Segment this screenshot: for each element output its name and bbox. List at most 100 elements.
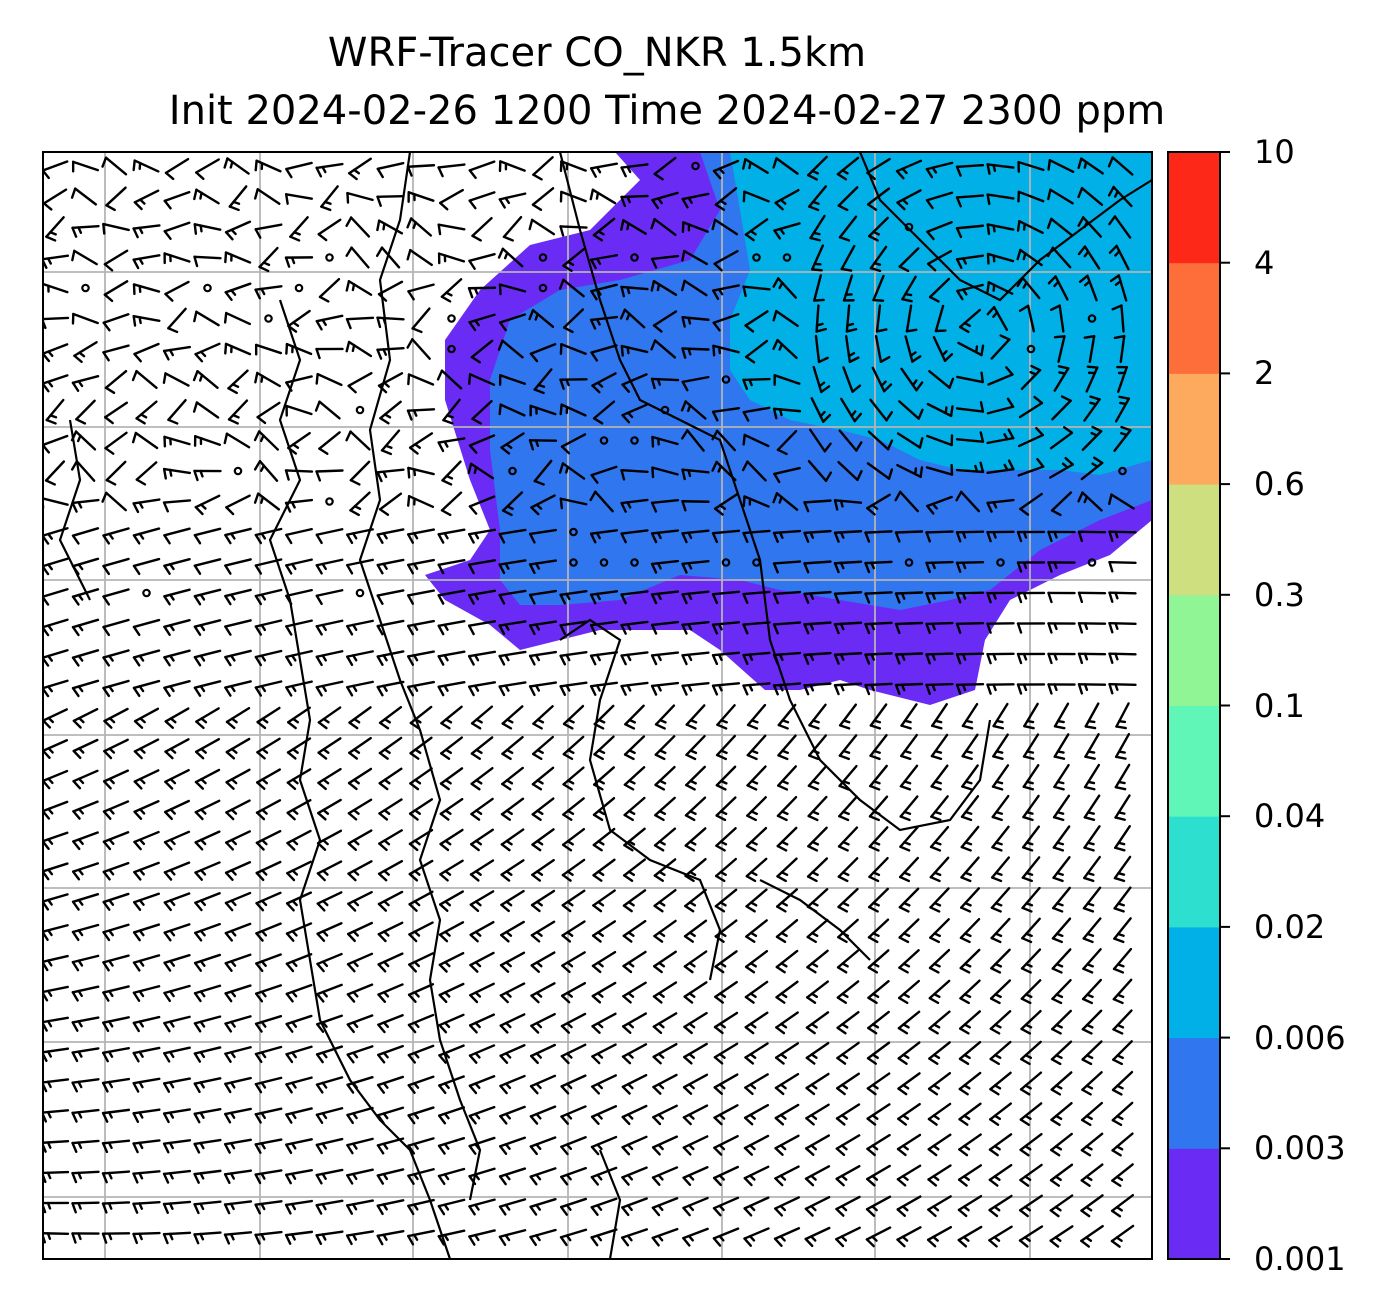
wind-barb [1047, 683, 1076, 695]
wind-barb [590, 1166, 618, 1186]
wind-barb [132, 649, 161, 667]
wind-barb [833, 682, 863, 696]
wind-barb [590, 1197, 618, 1216]
wind-barb [163, 953, 191, 972]
wind-barb [866, 1041, 891, 1065]
wind-barb [346, 619, 374, 636]
wind-barb [498, 589, 527, 605]
wind-barb [224, 891, 252, 912]
wind-barb [712, 1227, 740, 1247]
wind-barb [651, 191, 679, 210]
tracer-plume [425, 152, 1152, 705]
wind-barb [926, 402, 954, 418]
wind-barb [286, 829, 312, 851]
wind-barb [227, 399, 249, 425]
wind-barb [592, 858, 616, 882]
wind-barb [1077, 622, 1107, 634]
wind-barb [285, 922, 313, 942]
wind-barb [71, 649, 100, 667]
wind-barb [347, 798, 373, 821]
wind-barb [925, 161, 954, 179]
wind-barb [833, 499, 863, 511]
wind-barb [955, 561, 985, 573]
wind-barb [254, 1014, 283, 1033]
wind-barb [743, 1134, 770, 1156]
wind-barb [43, 374, 69, 393]
map-title-line-1: WRF-Tracer CO_NKR 1.5km [327, 30, 867, 76]
wind-barb [623, 766, 646, 791]
wind-barb [1052, 886, 1071, 913]
wind-barb [590, 283, 618, 301]
wind-barb [1019, 1132, 1043, 1157]
wind-barb [71, 1201, 100, 1214]
wind-barb [407, 1168, 435, 1185]
wind-barb [711, 651, 741, 666]
wind-barb [559, 497, 588, 510]
wind-barb [1077, 186, 1104, 207]
wind-barb [254, 1076, 283, 1094]
wind-barb [776, 429, 798, 456]
coast-segment [858, 152, 1152, 302]
wind-barb [804, 1165, 831, 1187]
wind-barb [347, 829, 373, 851]
wind-barb [70, 460, 96, 482]
wind-barb [620, 194, 649, 208]
wind-barb [811, 244, 824, 272]
wind-barb [102, 344, 130, 362]
wind-barb [958, 308, 982, 334]
wind-barb [653, 950, 677, 974]
wind-barb [837, 186, 859, 212]
wind-barb [746, 796, 767, 822]
wind-barb [894, 621, 924, 635]
wind-barb [559, 620, 588, 636]
wind-barb [346, 983, 374, 1003]
wind-barb [1077, 683, 1107, 695]
wind-barb [469, 859, 495, 882]
wind-barb [528, 218, 556, 236]
wind-barb [497, 339, 524, 359]
wind-barb [499, 1105, 526, 1125]
wind-barb [742, 529, 771, 544]
wind-barb [957, 1194, 983, 1218]
wind-barb [930, 764, 949, 791]
wind-barb [960, 795, 980, 822]
wind-barb [772, 651, 802, 665]
wind-barb [560, 433, 587, 455]
wind-barb [1077, 216, 1102, 238]
wind-barb [132, 557, 161, 576]
wind-barb [407, 1013, 435, 1034]
wind-barb [745, 919, 768, 943]
wind-barb [1017, 160, 1045, 173]
wind-barb [591, 1012, 617, 1034]
wind-barb [896, 1226, 922, 1248]
wind-barb [498, 650, 527, 666]
wind-barb [317, 706, 342, 730]
wind-barb [284, 498, 314, 513]
wind-barb [1109, 274, 1128, 302]
wind-barb [468, 313, 496, 332]
wind-barb [934, 304, 947, 333]
colorbar-segment [1168, 594, 1220, 706]
wind-barb [406, 164, 436, 177]
wind-barb [224, 1107, 252, 1124]
wind-barb [378, 492, 403, 516]
wind-barb [285, 953, 313, 973]
wind-barb [957, 1225, 983, 1248]
wind-barb [955, 164, 985, 177]
wind-barb [376, 195, 405, 207]
wind-barb [986, 163, 1015, 175]
wind-barb [528, 439, 558, 451]
wind-barb [1081, 1040, 1103, 1066]
wind-barb [102, 618, 130, 637]
wind-barb [650, 254, 680, 269]
wind-barb [135, 461, 158, 486]
wind-barb [685, 765, 706, 791]
wind-barb [1016, 652, 1046, 665]
wind-barb [73, 341, 98, 364]
wind-barb [864, 682, 893, 696]
wind-barb [131, 369, 158, 390]
wind-barb [959, 917, 981, 944]
wind-barb [807, 826, 828, 852]
wind-barb [1110, 1224, 1135, 1248]
wind-barb [1108, 493, 1135, 510]
